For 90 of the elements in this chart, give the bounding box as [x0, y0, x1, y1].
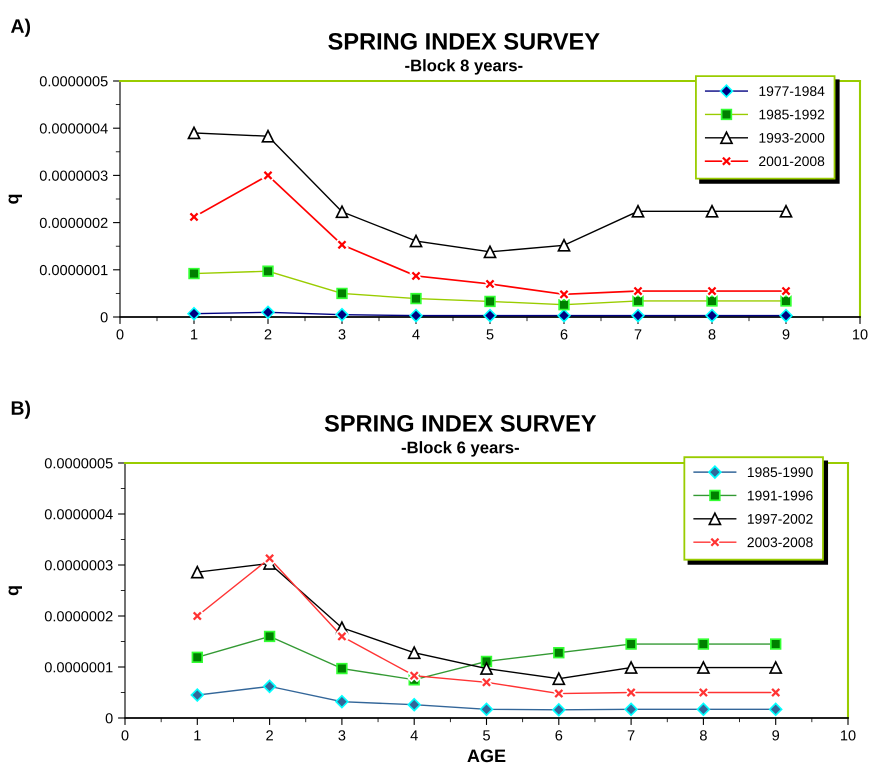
point: [190, 566, 204, 579]
y-axis-title: q: [8, 194, 22, 204]
point: [409, 308, 423, 322]
x-tick-label: 6: [555, 730, 562, 741]
chart-subtitle: -Block 8 years-: [405, 59, 522, 75]
point: [769, 686, 782, 699]
x-tick-label: 1: [191, 329, 198, 340]
y-tick-label: 0.0000002: [40, 218, 108, 228]
chart-subtitle: -Block 6 years-: [402, 441, 519, 457]
x-tick-label: 1: [194, 730, 201, 740]
point: [780, 204, 792, 218]
point: [631, 308, 645, 322]
legend-label: 2001-2008: [759, 156, 824, 166]
y-tick-label: 0.0000001: [44, 662, 112, 672]
point: [705, 308, 719, 322]
point: [696, 702, 710, 716]
y-tick-label: 0.0000005: [44, 458, 113, 468]
point: [408, 669, 421, 682]
y-tick-label: 0.0000001: [40, 264, 108, 276]
x-tick-label: 3: [338, 730, 346, 741]
point: [706, 204, 718, 218]
legend-label: 1993-2000: [759, 132, 824, 143]
x-tick-label: 10: [841, 730, 856, 741]
point: [336, 205, 348, 218]
point: [335, 694, 349, 708]
point: [697, 661, 710, 674]
y-tick-label: 0: [100, 312, 108, 322]
x-axis-title: AGE: [467, 749, 506, 762]
x-tick-label: 4: [410, 730, 418, 740]
y-tick-label: 0.0000004: [44, 509, 113, 520]
point: [484, 245, 496, 258]
x-tick-label: 9: [772, 730, 780, 741]
x-tick-label: 0: [116, 329, 124, 340]
point: [261, 306, 275, 320]
point: [552, 672, 566, 686]
point: [552, 703, 566, 717]
x-tick-label: 5: [486, 329, 494, 340]
x-tick-label: 5: [483, 730, 490, 741]
point: [557, 308, 571, 322]
point: [480, 702, 494, 716]
x-tick-label: 2: [266, 730, 273, 740]
point: [558, 238, 570, 252]
x-tick-label: 6: [560, 329, 568, 340]
legend-label: 2003-2008: [748, 537, 813, 548]
legend-label: 1991-1996: [748, 490, 813, 500]
x-tick-label: 9: [782, 329, 790, 340]
legend-label: 1985-1990: [748, 467, 813, 478]
y-tick-label: 0.0000002: [44, 611, 112, 622]
point: [336, 238, 348, 252]
point: [552, 687, 566, 700]
point: [262, 680, 276, 694]
point: [188, 126, 200, 140]
y-tick-label: 0.0000003: [44, 560, 113, 570]
y-axis-title: q: [8, 586, 22, 596]
point: [410, 234, 422, 248]
legend-label: 1977-1984: [759, 86, 824, 96]
point: [769, 661, 782, 674]
point: [190, 688, 204, 702]
point: [624, 702, 638, 716]
point: [187, 306, 201, 320]
x-tick-label: 4: [412, 329, 420, 340]
x-tick-label: 8: [708, 329, 716, 340]
point: [262, 130, 274, 143]
y-tick-label: 0.0000003: [40, 170, 108, 181]
point: [190, 610, 204, 622]
x-tick-label: 10: [853, 329, 868, 340]
x-tick-label: 7: [628, 730, 634, 740]
point: [408, 646, 421, 660]
point: [480, 662, 493, 675]
y-tick-label: 0.0000005: [40, 76, 108, 86]
y-tick-label: 0.0000004: [40, 123, 108, 134]
x-tick-label: 3: [338, 329, 346, 340]
point: [335, 308, 349, 322]
legend-label: 1997-2002: [748, 514, 813, 524]
x-tick-label: 7: [634, 329, 642, 340]
text: A): [10, 18, 30, 37]
chart-title: SPRING INDEX SURVEY: [328, 32, 600, 50]
text: B): [12, 400, 30, 419]
point: [632, 204, 644, 218]
point: [483, 308, 497, 322]
point: [624, 661, 638, 674]
legend-label: 1985-1992: [759, 110, 824, 120]
x-tick-label: 8: [700, 730, 707, 741]
point: [407, 698, 421, 712]
y-tick-label: 0: [106, 713, 113, 724]
x-tick-label: 2: [264, 329, 272, 340]
point: [779, 308, 793, 322]
chart-title: SPRING INDEX SURVEY: [324, 414, 596, 432]
x-tick-label: 0: [122, 730, 128, 741]
point: [768, 702, 782, 716]
